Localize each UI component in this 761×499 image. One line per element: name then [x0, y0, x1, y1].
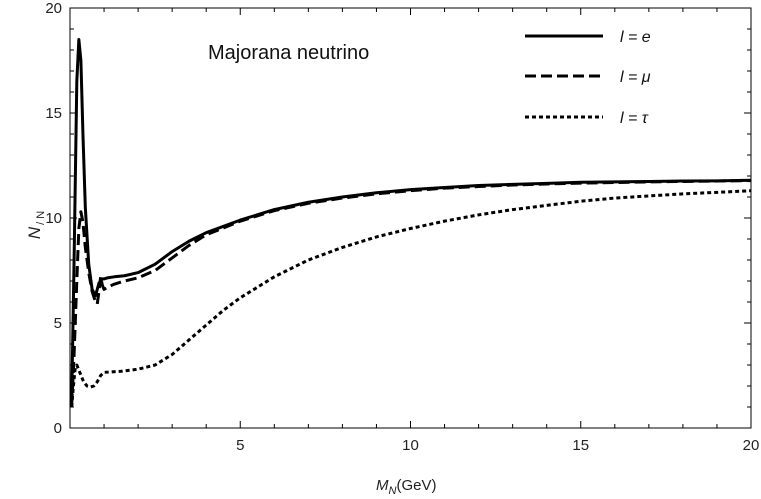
legend-label-tau: l = τ [620, 110, 649, 127]
x-axis-title-main: M [376, 477, 389, 494]
x-axis-title-sub: N [389, 485, 397, 497]
y-tick-label: 15 [45, 105, 62, 122]
legend-label-e: l = e [620, 29, 651, 46]
axis-ticks: 5 10 15 20 0 5 10 15 20 [45, 0, 759, 454]
y-axis-title-main: N [25, 226, 44, 239]
y-tick-label: 20 [45, 0, 62, 17]
y-axis-title-sub: / N [35, 211, 47, 225]
series-lines [70, 38, 752, 408]
y-tick-label: 5 [54, 315, 62, 332]
series-line-e [70, 38, 752, 401]
series-line-mu [70, 179, 752, 405]
x-tick-label: 20 [743, 437, 760, 454]
x-tick-label: 15 [572, 437, 589, 454]
x-axis-title: MN(GeV) [376, 477, 436, 497]
x-tick-label: 10 [402, 437, 419, 454]
x-tick-label: 5 [236, 437, 244, 454]
x-axis-title-unit: (GeV) [396, 477, 436, 494]
legend-label-mu: l = μ [620, 69, 651, 86]
y-tick-label: 0 [54, 420, 62, 437]
legend: l = e l = μ l = τ [525, 29, 651, 127]
chart-annotation: Majorana neutrino [208, 42, 369, 64]
y-axis-title: N/ N [25, 211, 47, 239]
y-tick-label: 10 [45, 210, 62, 227]
series-line-tau [70, 189, 752, 408]
